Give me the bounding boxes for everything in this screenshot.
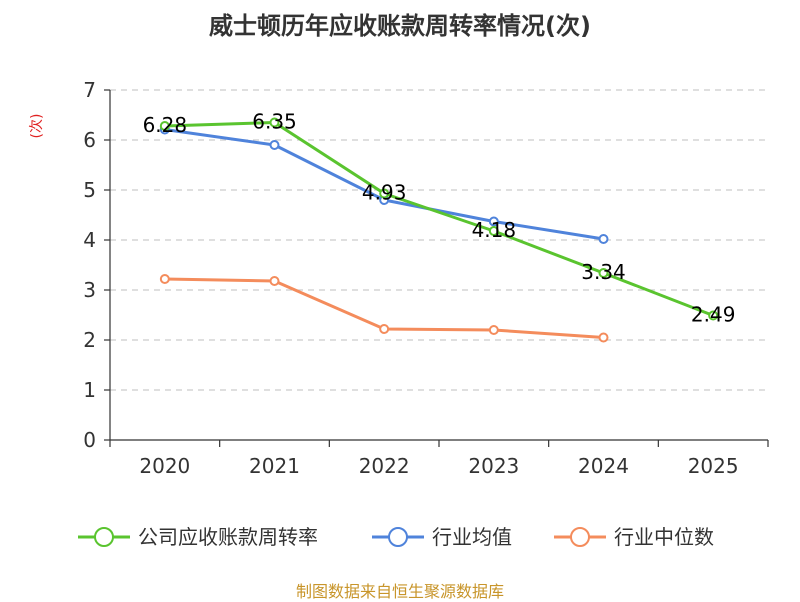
- y-tick-label-4: 4: [83, 228, 96, 252]
- data-point-0-2024: [598, 268, 609, 278]
- data-point-2-2022: [379, 324, 390, 334]
- data-point-2-2020: [159, 274, 170, 284]
- x-tick-label-2025: 2025: [688, 454, 739, 478]
- data-label-2020: 6.28: [143, 113, 188, 137]
- legend-label-1: 行业均值: [432, 525, 512, 549]
- chart-title: 威士顿历年应收账款周转率情况(次): [209, 12, 591, 40]
- y-tick-label-1: 1: [83, 378, 96, 402]
- data-point-0-2025: [708, 310, 719, 321]
- legend-marker-2: [570, 527, 590, 547]
- data-label-2022: 4.93: [362, 181, 407, 205]
- legend-label-2: 行业中位数: [614, 525, 714, 549]
- y-tick-label-7: 7: [83, 78, 96, 102]
- legend: 公司应收账款周转率 行业均值 行业中位数: [78, 525, 714, 549]
- data-point-1-2023: [488, 216, 499, 227]
- data-point-0-2020: [159, 121, 170, 131]
- data-point-2-2023: [488, 325, 499, 335]
- data-point-0-2021: [269, 117, 280, 128]
- y-tick-label-3: 3: [83, 278, 96, 302]
- axes: 0 1 2 3 4 5 6 7 2020 2021 2022 2023 2024 2025: [83, 78, 769, 478]
- data-label-2025: 2.49: [691, 303, 736, 327]
- data-point-0-2022: [379, 188, 390, 199]
- series: [159, 117, 719, 343]
- y-tick-label-0: 0: [83, 428, 96, 452]
- x-tick-label-2020: 2020: [139, 454, 190, 478]
- y-tick-label-2: 2: [83, 328, 96, 352]
- source-note: 制图数据来自恒生聚源数据库: [295, 582, 504, 601]
- x-tick-label-2021: 2021: [249, 454, 300, 478]
- data-point-2-2021: [269, 276, 280, 286]
- data-point-0-2023: [488, 226, 499, 236]
- data-point-1-2021: [269, 140, 280, 150]
- data-label-2023: 4.18: [472, 218, 517, 242]
- legend-label-0: 公司应收账款周转率: [138, 525, 318, 549]
- y-tick-label-6: 6: [83, 128, 96, 152]
- series-line-0: [164, 121, 714, 317]
- x-tick-label-2022: 2022: [359, 454, 410, 478]
- y-tick-label-5: 5: [83, 178, 96, 202]
- data-label-2024: 3.34: [581, 260, 626, 284]
- x-tick-label-2023: 2023: [468, 454, 519, 478]
- data-point-1-2024: [598, 234, 609, 244]
- legend-marker-1: [388, 527, 408, 547]
- x-tick-label-2024: 2024: [578, 454, 629, 478]
- data-labels: 6.28 6.35 4.93 4.18 3.34 2.49: [143, 110, 736, 327]
- data-point-2-2024: [598, 332, 609, 343]
- data-label-2021: 6.35: [252, 110, 297, 134]
- legend-marker-0: [94, 527, 114, 547]
